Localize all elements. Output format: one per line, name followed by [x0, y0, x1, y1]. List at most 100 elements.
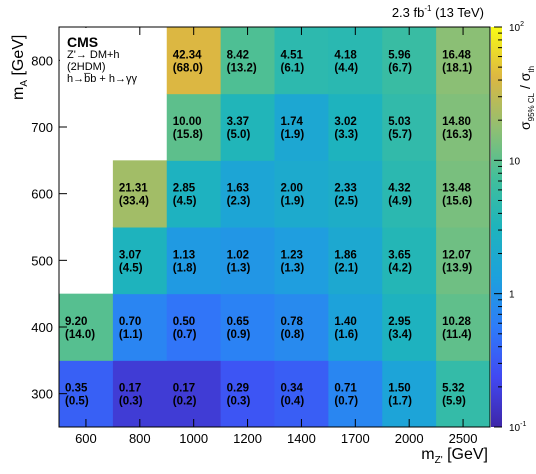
heatmap-cell — [220, 360, 275, 428]
cell-observed-label: 5.96 — [388, 49, 410, 61]
cell-observed-label: 9.20 — [65, 316, 87, 328]
heatmap-cell — [220, 93, 275, 161]
cell-observed-label: 0.35 — [65, 383, 88, 395]
cell-expected-label: (15.8) — [173, 129, 203, 141]
x-tick-label: 2500 — [449, 431, 478, 446]
cell-expected-label: (0.9) — [227, 329, 251, 341]
cell-expected-label: (13.9) — [442, 262, 472, 274]
cell-expected-label: (5.9) — [442, 396, 466, 408]
heatmap-cell — [274, 227, 329, 295]
z-tick-label: 10-1 — [509, 421, 526, 434]
cell-observed-label: 13.48 — [442, 183, 471, 195]
cell-expected-label: (3.3) — [334, 129, 358, 141]
cell-observed-label: 0.65 — [227, 316, 250, 328]
cell-observed-label: 0.50 — [173, 316, 195, 328]
cell-expected-label: (1.7) — [388, 396, 412, 408]
heatmap-cell — [166, 93, 222, 161]
cell-observed-label: 14.80 — [442, 116, 471, 128]
cell-observed-label: 4.18 — [334, 49, 357, 61]
y-tick-label: 400 — [31, 320, 53, 335]
cell-observed-label: 8.42 — [227, 49, 249, 61]
cell-expected-label: (5.0) — [227, 129, 251, 141]
cell-observed-label: 10.00 — [173, 116, 202, 128]
y-axis-title: mA [GeV] — [10, 35, 30, 100]
z-tick-label: 10 — [509, 156, 521, 167]
heatmap-cell — [382, 27, 437, 95]
legend-line-decay: h→b̅b + h→γγ — [67, 73, 138, 85]
heatmap-cell — [166, 160, 222, 228]
cell-observed-label: 16.48 — [442, 49, 471, 61]
cell-observed-label: 1.50 — [388, 383, 410, 395]
heatmap-cell — [382, 93, 437, 161]
cell-observed-label: 2.33 — [334, 183, 356, 195]
heatmap-cell — [436, 227, 491, 295]
cell-observed-label: 5.03 — [388, 116, 410, 128]
cell-expected-label: (18.1) — [442, 62, 472, 74]
cell-observed-label: 5.32 — [442, 383, 464, 395]
cell-observed-label: 3.07 — [119, 249, 141, 261]
heatmap-cell — [436, 27, 491, 95]
cell-observed-label: 21.31 — [119, 183, 148, 195]
heatmap-cell — [220, 27, 275, 95]
heatmap-cell — [274, 93, 329, 161]
heatmap-cell — [382, 227, 437, 295]
z-tick-label: 102 — [509, 21, 524, 34]
cell-expected-label: (1.8) — [173, 262, 197, 274]
cell-observed-label: 1.63 — [227, 183, 249, 195]
cell-observed-label: 1.40 — [334, 316, 356, 328]
cell-expected-label: (2.3) — [227, 196, 251, 208]
heatmap-cell — [436, 160, 491, 228]
heatmap-cell — [166, 27, 222, 95]
cell-expected-label: (5.7) — [388, 129, 412, 141]
cell-observed-label: 0.29 — [227, 383, 249, 395]
cell-observed-label: 1.23 — [281, 249, 303, 261]
cell-expected-label: (4.5) — [173, 196, 197, 208]
cell-expected-label: (15.6) — [442, 196, 472, 208]
heatmap-cell — [436, 93, 491, 161]
cell-observed-label: 3.37 — [227, 116, 249, 128]
cell-expected-label: (1.9) — [281, 196, 305, 208]
z-axis-title: σ95% CL / σth — [517, 66, 536, 130]
x-tick-label: 600 — [75, 431, 97, 446]
heatmap-cell — [59, 360, 114, 428]
heatmap-cell — [274, 360, 329, 428]
heatmap-cell — [274, 27, 329, 95]
cell-expected-label: (0.3) — [227, 396, 251, 408]
heatmap-cell — [112, 227, 168, 295]
cell-expected-label: (1.9) — [281, 129, 305, 141]
cell-expected-label: (4.4) — [334, 62, 358, 74]
legend-box — [60, 28, 117, 92]
x-tick-label: 1400 — [287, 431, 316, 446]
x-tick-label: 800 — [129, 431, 151, 446]
heatmap-cell — [382, 160, 437, 228]
heatmap-cell — [166, 293, 222, 361]
heatmap-cell — [59, 293, 114, 361]
experiment-label: CMS — [67, 34, 98, 50]
heatmap-cell — [220, 293, 275, 361]
cell-observed-label: 4.32 — [388, 183, 410, 195]
cell-observed-label: 2.00 — [281, 183, 303, 195]
cell-observed-label: 0.70 — [119, 316, 141, 328]
cell-expected-label: (13.2) — [227, 62, 257, 74]
cell-expected-label: (0.5) — [65, 396, 89, 408]
cell-expected-label: (14.0) — [65, 329, 95, 341]
cell-observed-label: 2.85 — [173, 183, 196, 195]
cell-expected-label: (0.3) — [119, 396, 143, 408]
cell-observed-label: 10.28 — [442, 316, 471, 328]
heatmap-cell — [274, 160, 329, 228]
cell-expected-label: (16.3) — [442, 129, 472, 141]
cell-observed-label: 1.74 — [281, 116, 304, 128]
legend-line-type: (2HDM) — [67, 61, 106, 73]
x-tick-label: 1000 — [179, 431, 208, 446]
lumi-label: 2.3 fb-1 (13 TeV) — [392, 4, 484, 20]
heatmap-cell — [382, 360, 437, 428]
cell-observed-label: 0.78 — [281, 316, 304, 328]
heatmap-cell — [112, 293, 168, 361]
cell-expected-label: (6.1) — [281, 62, 305, 74]
cell-observed-label: 0.17 — [119, 383, 141, 395]
cell-expected-label: (4.5) — [119, 262, 143, 274]
legend-line-model: Z'→ DM+h — [67, 49, 120, 61]
heatmap-cell — [328, 27, 383, 95]
